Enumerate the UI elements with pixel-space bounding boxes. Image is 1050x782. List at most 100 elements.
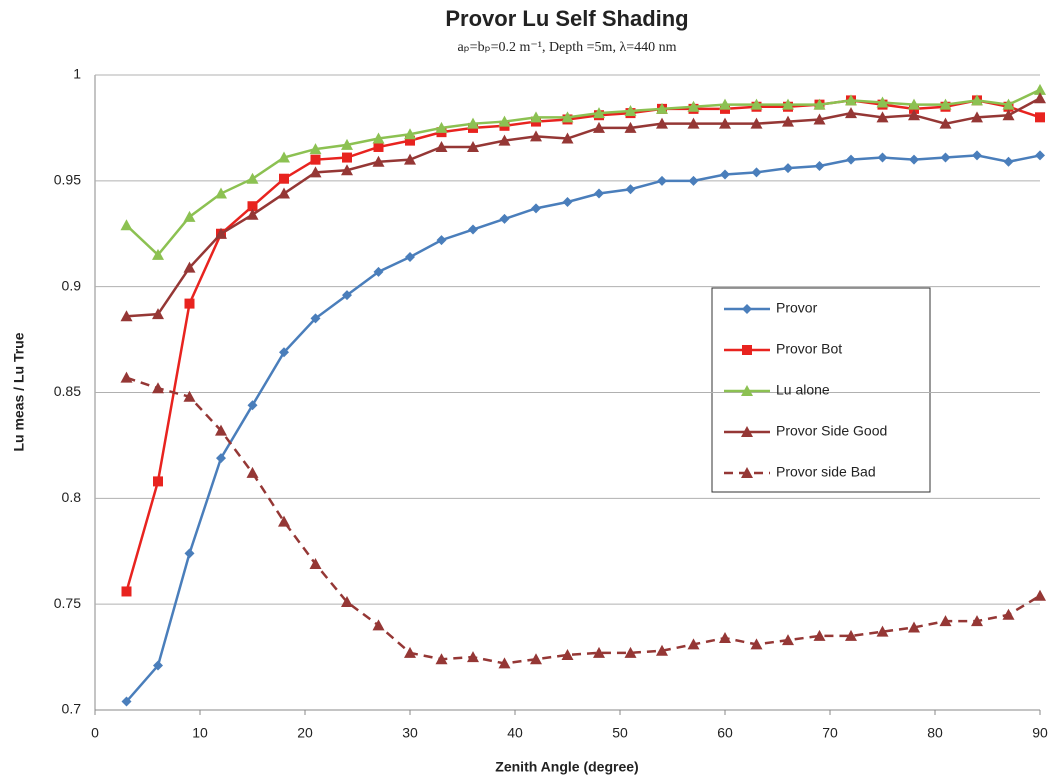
marker (121, 696, 132, 707)
y-tick-label: 1 (73, 66, 81, 82)
marker (530, 130, 542, 142)
marker (310, 154, 321, 165)
x-tick-label: 10 (192, 725, 208, 741)
marker (940, 152, 951, 163)
marker (813, 113, 826, 125)
marker (405, 135, 415, 146)
marker (183, 261, 196, 273)
series-line (125, 88, 1041, 257)
marker (435, 653, 448, 665)
marker (782, 634, 794, 646)
marker (939, 615, 952, 627)
marker (656, 644, 668, 656)
marker (908, 109, 920, 121)
marker (719, 117, 731, 129)
marker (625, 184, 636, 195)
marker (1035, 150, 1045, 161)
marker (153, 476, 163, 487)
marker (341, 164, 353, 176)
marker (404, 128, 416, 140)
marker (751, 167, 762, 178)
marker (278, 187, 290, 199)
marker (279, 173, 289, 184)
marker (971, 94, 983, 106)
marker (687, 100, 700, 112)
x-tick-label: 60 (717, 725, 733, 741)
marker (467, 117, 479, 129)
marker (436, 235, 447, 246)
marker (1002, 608, 1015, 620)
marker (247, 201, 258, 212)
marker (971, 615, 983, 627)
marker (562, 197, 573, 207)
chart-subtitle: aₚ=bₚ=0.2 m⁻¹, Depth =5m, λ=440 nm (457, 40, 676, 55)
marker (216, 453, 226, 464)
marker (876, 111, 889, 123)
marker (342, 152, 352, 163)
marker (593, 121, 605, 133)
legend-label: Provor side Bad (776, 464, 876, 480)
marker (498, 657, 511, 669)
marker (372, 619, 385, 631)
y-axis-title: Lu meas / Lu True (11, 332, 27, 451)
marker (279, 347, 289, 358)
marker (530, 653, 542, 665)
marker (594, 188, 604, 199)
marker (309, 143, 322, 155)
marker (435, 140, 448, 152)
x-tick-label: 40 (507, 725, 523, 741)
marker (783, 163, 793, 174)
marker (846, 154, 856, 165)
marker (1002, 109, 1015, 121)
marker (972, 150, 982, 161)
marker (184, 548, 195, 559)
x-axis-title: Zenith Angle (degree) (495, 759, 638, 775)
marker (719, 98, 731, 110)
x-tick-label: 80 (927, 725, 943, 741)
y-tick-label: 0.85 (54, 383, 81, 399)
marker (813, 98, 826, 110)
marker (467, 651, 479, 663)
y-tick-label: 0.7 (62, 701, 82, 717)
marker (215, 424, 227, 436)
y-tick-label: 0.8 (62, 489, 82, 505)
marker (404, 646, 416, 658)
x-tick-label: 90 (1032, 725, 1048, 741)
marker (908, 98, 920, 110)
marker (246, 208, 259, 220)
marker (309, 166, 322, 178)
marker (215, 227, 227, 239)
marker (152, 248, 164, 260)
marker (939, 98, 952, 110)
marker (247, 400, 258, 411)
x-tick-label: 0 (91, 725, 99, 741)
chart-title: Provor Lu Self Shading (445, 6, 688, 31)
marker (183, 210, 196, 222)
marker (120, 219, 133, 231)
marker (624, 646, 637, 658)
marker (246, 172, 259, 184)
y-tick-label: 0.95 (54, 172, 81, 188)
legend-label: Provor Side Good (776, 423, 887, 439)
marker (153, 660, 163, 671)
marker (246, 466, 259, 478)
legend-label: Provor Bot (776, 341, 842, 357)
legend-label: Lu alone (776, 382, 830, 398)
marker (624, 104, 637, 116)
marker (814, 161, 825, 172)
marker (741, 385, 753, 396)
marker (1035, 112, 1045, 123)
marker (909, 154, 919, 165)
x-tick-label: 70 (822, 725, 838, 741)
marker (782, 98, 794, 110)
marker (405, 252, 415, 263)
y-tick-label: 0.9 (62, 277, 82, 293)
marker (908, 621, 920, 633)
marker (1002, 98, 1015, 110)
series-line (126, 97, 1041, 318)
marker (687, 638, 700, 650)
marker (876, 96, 889, 108)
marker (741, 426, 753, 437)
marker (1034, 92, 1046, 104)
series-line (125, 154, 1041, 703)
